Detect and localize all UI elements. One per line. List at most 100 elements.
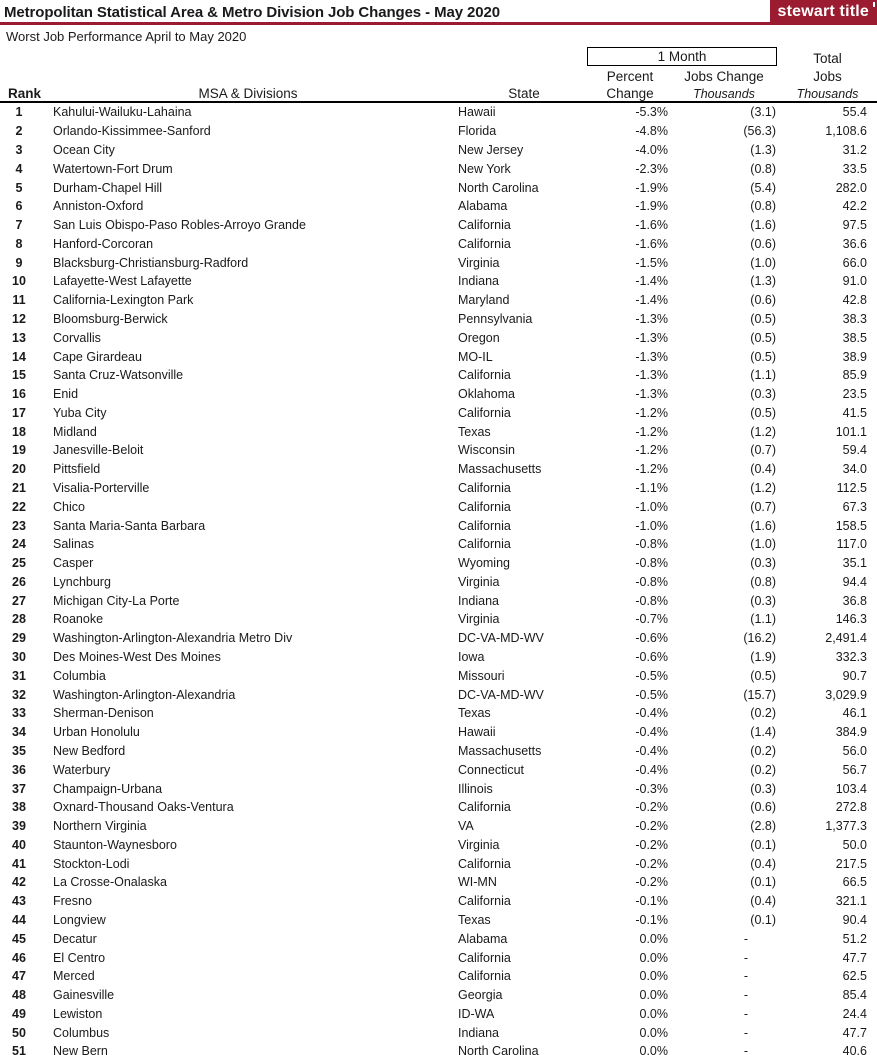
state-cell: Wisconsin bbox=[458, 443, 515, 458]
table-row: 16 Enid Oklahoma -1.3% (0.3) 23.5 bbox=[0, 385, 877, 404]
state-cell: MO-IL bbox=[458, 349, 493, 364]
jobs-change-cell: (15.7) bbox=[743, 687, 776, 702]
jobs-change-cell: (0.2) bbox=[750, 762, 776, 777]
msa-cell: Cape Girardeau bbox=[53, 349, 142, 364]
table-body: 1 Kahului-Wailuku-Lahaina Hawaii -5.3% (3.1)… bbox=[0, 102, 877, 1055]
total-jobs-cell: 35.1 bbox=[842, 556, 867, 571]
percent-change-cell: 0.0% bbox=[639, 1044, 669, 1055]
jobs-change-cell: (0.3) bbox=[750, 556, 776, 571]
jobs-change-cell: (2.8) bbox=[750, 819, 776, 834]
rank-cell: 11 bbox=[12, 293, 26, 308]
table-row: 11 California-Lexington Park Maryland -1.4%… bbox=[0, 291, 877, 310]
percent-change-cell: -1.5% bbox=[635, 255, 668, 270]
state-cell: Pennsylvania bbox=[458, 311, 533, 326]
table-row: 48 Gainesville Georgia 0.0% - 85.4 bbox=[0, 986, 877, 1005]
total-jobs-cell: 321.1 bbox=[835, 894, 867, 909]
state-cell: Alabama bbox=[458, 931, 508, 946]
percent-change-cell: -0.2% bbox=[635, 875, 668, 890]
jobs-change-cell: - bbox=[743, 1025, 748, 1040]
rank-cell: 48 bbox=[12, 988, 26, 1003]
jobs-change-unit-header: Thousands bbox=[670, 84, 778, 103]
total-jobs-cell: 332.3 bbox=[835, 650, 867, 665]
table-row: 24 Salinas California -0.8% (1.0) 117.0 bbox=[0, 535, 877, 554]
jobs-change-cell: (1.6) bbox=[750, 218, 776, 233]
state-cell: California bbox=[458, 368, 511, 383]
rank-cell: 43 bbox=[12, 894, 26, 909]
rank-cell: 23 bbox=[12, 518, 26, 533]
msa-cell: Champaign-Urbana bbox=[53, 781, 163, 796]
table-row: 28 Roanoke Virginia -0.7% (1.1) 146.3 bbox=[0, 610, 877, 629]
msa-cell: Blacksburg-Christiansburg-Radford bbox=[53, 255, 249, 270]
page-title: Metropolitan Statistical Area & Metro Di… bbox=[4, 4, 500, 21]
msa-cell: Orlando-Kissimmee-Sanford bbox=[53, 124, 211, 139]
jobs-change-cell: (0.1) bbox=[750, 875, 776, 890]
state-cell: California bbox=[458, 499, 511, 514]
rank-cell: 42 bbox=[12, 875, 26, 890]
state-cell: California bbox=[458, 518, 511, 533]
state-cell: California bbox=[458, 969, 511, 984]
percent-change-cell: -1.1% bbox=[635, 481, 668, 496]
state-cell: Alabama bbox=[458, 199, 508, 214]
jobs-change-cell: (0.6) bbox=[750, 236, 776, 251]
msa-cell: Washington-Arlington-Alexandria Metro Di… bbox=[53, 631, 293, 646]
state-cell: Florida bbox=[458, 124, 497, 139]
jobs-change-cell: (0.3) bbox=[750, 593, 776, 608]
total-jobs-cell: 217.5 bbox=[835, 856, 867, 871]
table-row: 32 Washington-Arlington-Alexandria DC-VA-M… bbox=[0, 685, 877, 704]
msa-cell: Des Moines-West Des Moines bbox=[53, 650, 221, 665]
rank-cell: 51 bbox=[12, 1044, 26, 1055]
total-jobs-cell: 101.1 bbox=[835, 424, 867, 439]
percent-change-cell: -1.3% bbox=[635, 349, 668, 364]
msa-cell: Watertown-Fort Drum bbox=[53, 161, 173, 176]
state-cell: North Carolina bbox=[458, 180, 539, 195]
table-row: 10 Lafayette-West Lafayette Indiana -1.4% (1… bbox=[0, 272, 877, 291]
rank-cell: 30 bbox=[12, 650, 26, 665]
table-row: 44 Longview Texas -0.1% (0.1) 90.4 bbox=[0, 911, 877, 930]
title-bar: Metropolitan Statistical Area & Metro Di… bbox=[0, 0, 877, 25]
msa-cell: Lynchburg bbox=[53, 574, 111, 589]
jobs-change-cell: (0.3) bbox=[750, 781, 776, 796]
table-row: 43 Fresno California -0.1% (0.4) 321.1 bbox=[0, 892, 877, 911]
jobs-change-cell: (0.6) bbox=[750, 800, 776, 815]
percent-change-cell: -0.5% bbox=[635, 668, 668, 683]
rank-cell: 29 bbox=[12, 631, 26, 646]
state-cell: Hawaii bbox=[458, 105, 496, 120]
total-jobs-cell: 66.0 bbox=[842, 255, 867, 270]
total-jobs-cell: 23.5 bbox=[842, 387, 867, 402]
total-jobs-cell: 91.0 bbox=[842, 274, 867, 289]
table-row: 13 Corvallis Oregon -1.3% (0.5) 38.5 bbox=[0, 328, 877, 347]
state-cell: New York bbox=[458, 161, 511, 176]
state-cell: DC-VA-MD-WV bbox=[458, 631, 544, 646]
msa-cell: Casper bbox=[53, 556, 94, 571]
percent-change-cell: -0.2% bbox=[635, 856, 668, 871]
percent-change-cell: 0.0% bbox=[639, 931, 669, 946]
percent-change-cell: -0.6% bbox=[635, 650, 668, 665]
percent-change-cell: -0.1% bbox=[635, 894, 668, 909]
total-jobs-cell: 47.7 bbox=[842, 950, 867, 965]
msa-cell: Washington-Arlington-Alexandria bbox=[53, 687, 236, 702]
msa-cell: Anniston-Oxford bbox=[53, 199, 144, 214]
rank-cell: 35 bbox=[12, 743, 26, 758]
percent-change-cell: -1.4% bbox=[635, 293, 668, 308]
percent-change-cell: -5.3% bbox=[635, 105, 668, 120]
table-row: 14 Cape Girardeau MO-IL -1.3% (0.5) 38.9 bbox=[0, 347, 877, 366]
rank-cell: 50 bbox=[12, 1025, 26, 1040]
table-row: 40 Staunton-Waynesboro Virginia -0.2% (0.1) 5… bbox=[0, 835, 877, 854]
jobs-change-cell: (0.6) bbox=[750, 293, 776, 308]
jobs-change-cell: (56.3) bbox=[743, 124, 776, 139]
rank-cell: 31 bbox=[12, 668, 26, 683]
total-jobs-cell: 85.9 bbox=[842, 368, 867, 383]
total-jobs-cell: 56.7 bbox=[842, 762, 867, 777]
total-jobs-cell: 67.3 bbox=[842, 499, 867, 514]
total-jobs-cell: 31.2 bbox=[842, 142, 867, 157]
state-cell: Virginia bbox=[458, 574, 500, 589]
total-jobs-cell: 38.9 bbox=[842, 349, 867, 364]
rank-cell: 46 bbox=[12, 950, 26, 965]
table-row: 17 Yuba City California -1.2% (0.5) 41.5 bbox=[0, 404, 877, 423]
rank-column-header: Rank bbox=[0, 84, 41, 103]
rank-cell: 47 bbox=[12, 969, 26, 984]
msa-cell: Decatur bbox=[53, 931, 97, 946]
state-cell: Indiana bbox=[458, 274, 500, 289]
rank-cell: 19 bbox=[12, 443, 26, 458]
table-row: 3 Ocean City New Jersey -4.0% (1.3) 31.2 bbox=[0, 141, 877, 160]
